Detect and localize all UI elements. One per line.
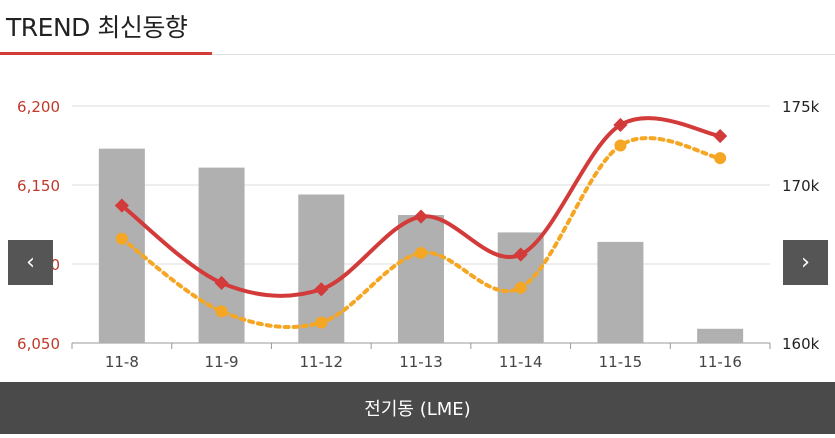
page-title: TREND 최신동향	[6, 13, 188, 42]
y-right-tick-label: 170k	[782, 177, 820, 195]
footer-label: 전기동 (LME)	[364, 399, 471, 420]
y-left-tick-label: 6,150	[17, 177, 60, 195]
header-divider	[0, 54, 835, 55]
footer-bar: 전기동 (LME)	[0, 382, 835, 434]
bar	[697, 328, 744, 343]
solid-series-point	[613, 117, 628, 133]
x-tick-label: 11-8	[105, 353, 139, 371]
x-tick-label: 11-16	[698, 353, 742, 371]
trend-chart: 6,2006,1506,1006,050175k170k165k160k11-8…	[17, 98, 820, 371]
x-tick-label: 11-9	[205, 353, 239, 371]
x-tick-label: 11-13	[399, 353, 443, 371]
bar	[98, 148, 145, 343]
solid-series-point	[214, 275, 229, 291]
dotted-series-point	[514, 281, 527, 294]
y-left-tick-label: 6,050	[17, 335, 60, 353]
solid-series-point	[314, 282, 329, 297]
dotted-series-point	[714, 152, 727, 165]
dotted-series-point	[315, 316, 328, 329]
x-tick-label: 11-15	[599, 353, 643, 371]
y-right-tick-label: 160k	[782, 335, 820, 353]
chevron-right-icon[interactable]: ›	[783, 240, 828, 285]
bar	[398, 215, 444, 343]
solid-series-point	[413, 209, 429, 224]
page-header: TREND 최신동향	[0, 0, 835, 56]
y-left-tick-label: 6,200	[17, 98, 60, 116]
solid-series-point	[713, 128, 728, 144]
dotted-series-point	[614, 139, 627, 152]
x-tick-label: 11-14	[499, 353, 543, 371]
dotted-series-point	[115, 232, 128, 245]
solid-series-point	[513, 247, 528, 262]
x-tick-label: 11-12	[299, 353, 343, 371]
chevron-left-icon[interactable]: ‹	[8, 240, 53, 285]
bar	[597, 241, 644, 343]
y-right-tick-label: 175k	[782, 98, 820, 116]
dotted-series-point	[415, 246, 427, 259]
title-underline	[0, 52, 212, 55]
dotted-series-point	[215, 305, 228, 318]
